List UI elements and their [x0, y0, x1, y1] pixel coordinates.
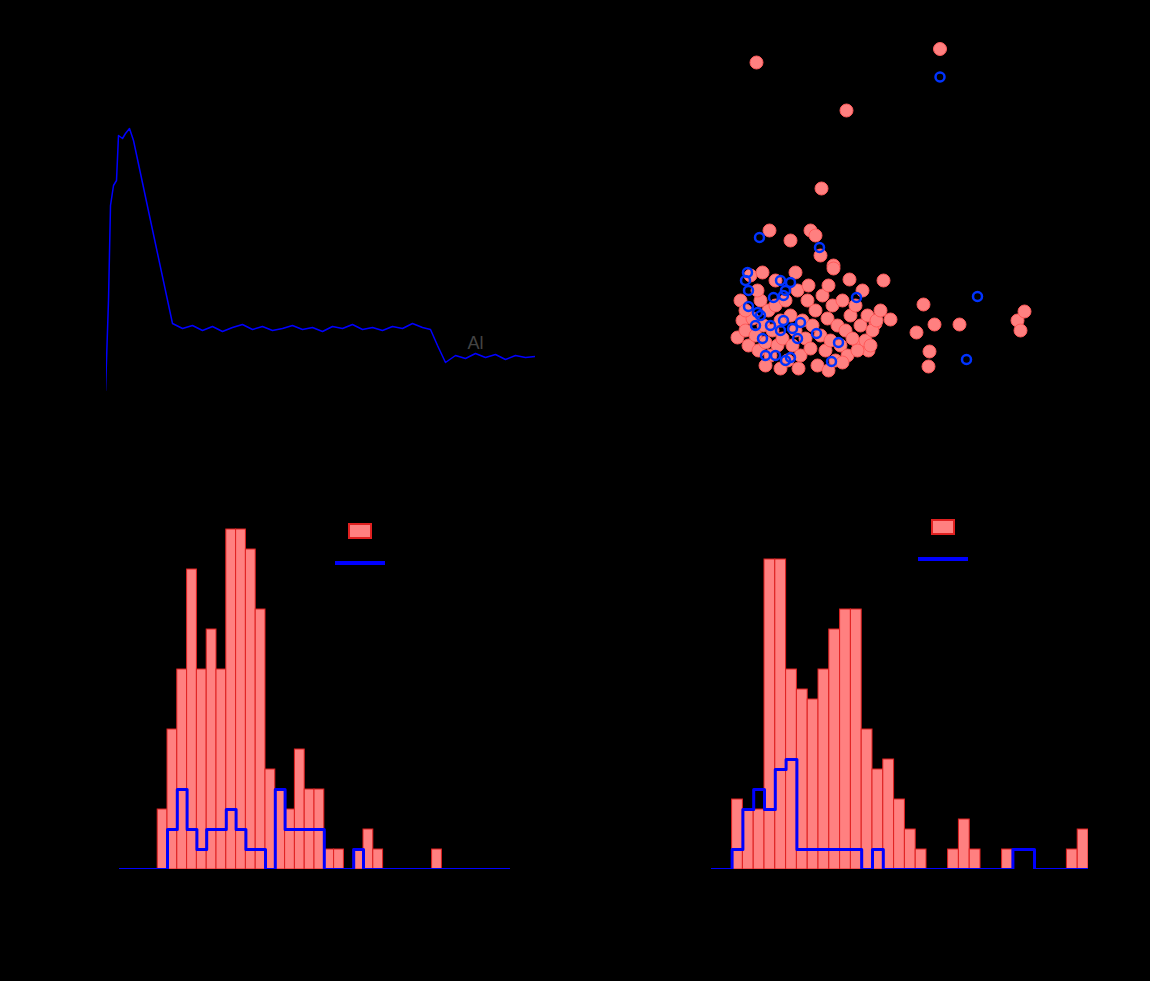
- svg-text:Al: Al: [467, 333, 483, 353]
